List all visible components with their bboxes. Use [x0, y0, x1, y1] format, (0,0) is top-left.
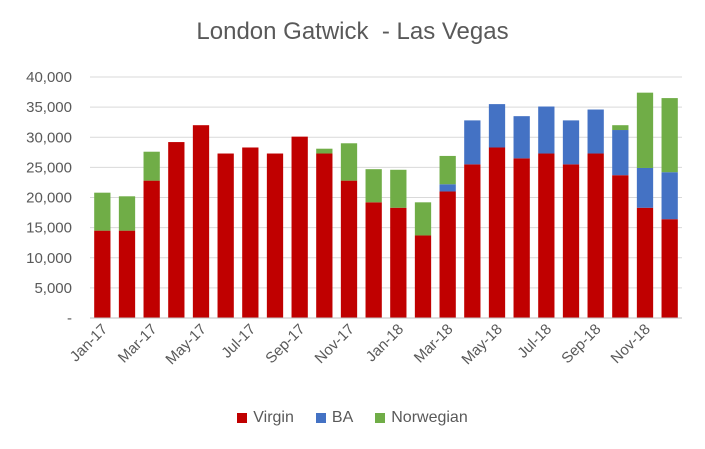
bar-virgin: [365, 202, 382, 318]
y-tick-label: 25,000: [26, 159, 72, 176]
bar-virgin: [636, 207, 654, 318]
bar-virgin: [513, 158, 530, 318]
legend-label: Norwegian: [391, 409, 468, 426]
bar-virgin: [439, 191, 456, 318]
legend-swatch: [375, 413, 386, 423]
legend-item-virgin: Virgin: [237, 409, 294, 427]
bar-virgin: [390, 207, 407, 318]
bar-norwegian: [365, 169, 382, 203]
bar-ba: [636, 167, 654, 208]
bar-virgin: [587, 153, 604, 318]
bars: [94, 92, 678, 318]
bar-ba: [538, 106, 555, 154]
bar-virgin: [488, 147, 506, 318]
bar-ba: [513, 116, 530, 159]
bar-virgin: [192, 125, 210, 318]
bar-virgin: [242, 147, 259, 318]
bar-virgin: [143, 180, 160, 318]
gridlines: [90, 76, 682, 289]
bar-norwegian: [118, 196, 136, 231]
bar-ba: [612, 130, 629, 176]
bar-norwegian: [439, 155, 456, 185]
x-axis-ticks: Jan-17 Mar-17 May-17 Jul-17 Sep-17 Nov-17 Jan-…: [67, 321, 654, 368]
y-tick-label: 30,000: [26, 129, 72, 146]
bar-ba: [587, 109, 604, 154]
bar-virgin: [168, 142, 185, 318]
bar-virgin: [217, 153, 234, 318]
y-tick-label: 15,000: [26, 220, 72, 237]
bar-virgin: [661, 219, 678, 318]
bar-virgin: [612, 175, 629, 318]
x-tick-label: Jul-18: [514, 321, 555, 362]
x-tick-label: Mar-17: [115, 321, 161, 367]
x-tick-label: Jan-17: [67, 321, 111, 365]
bar-norwegian: [94, 192, 111, 231]
y-tick-label: 20,000: [26, 190, 72, 207]
legend-swatch: [315, 413, 326, 423]
y-axis-ticks: - 5,000 10,000 15,000 20,000 25,000 30,000 35,0…: [26, 69, 72, 327]
bar-virgin: [414, 235, 432, 318]
x-tick-label: May-17: [162, 321, 209, 368]
bar-norwegian: [143, 151, 160, 181]
bar-norwegian: [316, 148, 333, 154]
bar-ba: [464, 120, 481, 165]
bar-norwegian: [340, 143, 358, 181]
bar-norwegian: [636, 92, 654, 168]
y-tick-label: -: [67, 310, 72, 327]
y-tick-label: 35,000: [26, 99, 72, 116]
x-tick-label: Sep-18: [558, 321, 604, 367]
x-tick-label: Nov-17: [312, 321, 358, 367]
x-tick-label: Jan-18: [363, 321, 407, 365]
bar-norwegian: [661, 98, 678, 173]
bar-virgin: [340, 180, 358, 318]
bar-virgin: [538, 153, 555, 318]
bar-virgin: [562, 164, 580, 318]
x-tick-label: May-18: [458, 321, 505, 368]
bar-ba: [661, 172, 678, 220]
legend-label: BA: [331, 409, 354, 426]
bar-norwegian: [612, 125, 629, 131]
legend: Virgin BA Norwegian: [0, 409, 705, 427]
bar-norwegian: [414, 202, 432, 236]
y-tick-label: 40,000: [26, 69, 72, 86]
bar-virgin: [291, 136, 308, 318]
x-tick-label: Mar-18: [411, 321, 457, 367]
y-tick-label: 10,000: [26, 250, 72, 267]
legend-swatch: [237, 413, 248, 423]
x-tick-label: Sep-17: [262, 321, 308, 367]
bar-virgin: [464, 164, 481, 318]
bar-virgin: [118, 230, 136, 318]
bar-norwegian: [390, 169, 407, 208]
y-tick-label: 5,000: [34, 280, 72, 297]
x-tick-label: Jul-17: [218, 321, 259, 362]
legend-label: Virgin: [253, 409, 294, 426]
chart-title: London Gatwick - Las Vegas: [196, 18, 509, 45]
bar-virgin: [316, 153, 333, 318]
bar-ba: [562, 120, 580, 165]
bar-virgin: [266, 153, 284, 318]
bar-ba: [439, 184, 456, 192]
legend-item-norwegian: Norwegian: [375, 409, 468, 427]
x-tick-label: Nov-18: [608, 321, 654, 367]
bar-ba: [488, 104, 506, 148]
bar-virgin: [94, 230, 111, 318]
legend-item-ba: BA: [315, 409, 354, 427]
